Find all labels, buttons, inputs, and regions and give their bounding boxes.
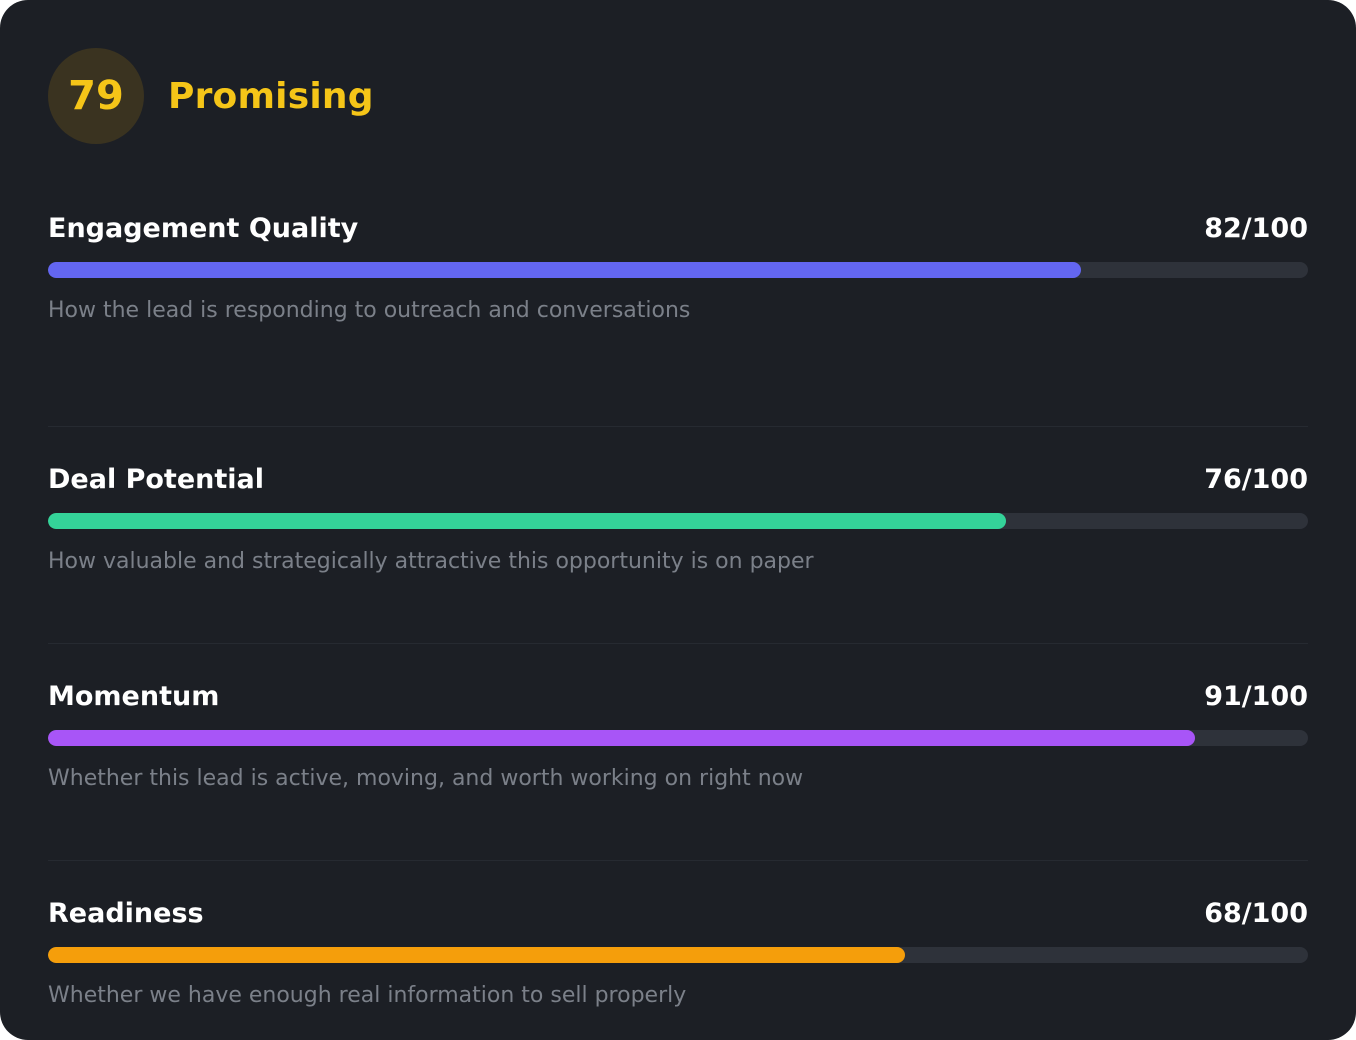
progress-track xyxy=(48,730,1308,746)
progress-track xyxy=(48,262,1308,278)
metric-description: Whether this lead is active, moving, and… xyxy=(48,766,804,791)
metric-deal-potential: Deal Potential 76/100 How valuable and s… xyxy=(48,427,1308,644)
metric-name: Engagement Quality xyxy=(48,212,359,244)
overall-verdict-label: Promising xyxy=(168,75,374,117)
metrics-list: Engagement Quality 82/100 How the lead i… xyxy=(48,210,1308,1040)
score-header: 79 Promising xyxy=(48,48,1308,144)
overall-score-value: 79 xyxy=(68,73,124,119)
metric-header-row: Engagement Quality 82/100 xyxy=(48,210,1308,246)
progress-fill xyxy=(48,262,1082,278)
progress-track xyxy=(48,947,1308,963)
metric-description: How the lead is responding to outreach a… xyxy=(48,298,691,323)
progress-track xyxy=(48,513,1308,529)
metric-score: 76/100 xyxy=(1204,463,1308,495)
metric-name: Deal Potential xyxy=(48,463,265,495)
metric-readiness: Readiness 68/100 Whether we have enough … xyxy=(48,861,1308,1040)
progress-fill xyxy=(48,947,905,963)
metric-header-row: Readiness 68/100 xyxy=(48,895,1308,931)
metric-description: How valuable and strategically attractiv… xyxy=(48,549,814,574)
progress-fill xyxy=(48,513,1006,529)
metric-engagement-quality: Engagement Quality 82/100 How the lead i… xyxy=(48,210,1308,427)
metric-name: Readiness xyxy=(48,897,204,929)
metric-score: 91/100 xyxy=(1204,680,1308,712)
metric-header-row: Momentum 91/100 xyxy=(48,678,1308,714)
metric-description: Whether we have enough real information … xyxy=(48,983,687,1008)
progress-fill xyxy=(48,730,1195,746)
metric-score: 82/100 xyxy=(1204,212,1308,244)
overall-score-badge: 79 xyxy=(48,48,144,144)
metric-score: 68/100 xyxy=(1204,897,1308,929)
metric-header-row: Deal Potential 76/100 xyxy=(48,461,1308,497)
metric-momentum: Momentum 91/100 Whether this lead is act… xyxy=(48,644,1308,861)
metric-name: Momentum xyxy=(48,680,220,712)
